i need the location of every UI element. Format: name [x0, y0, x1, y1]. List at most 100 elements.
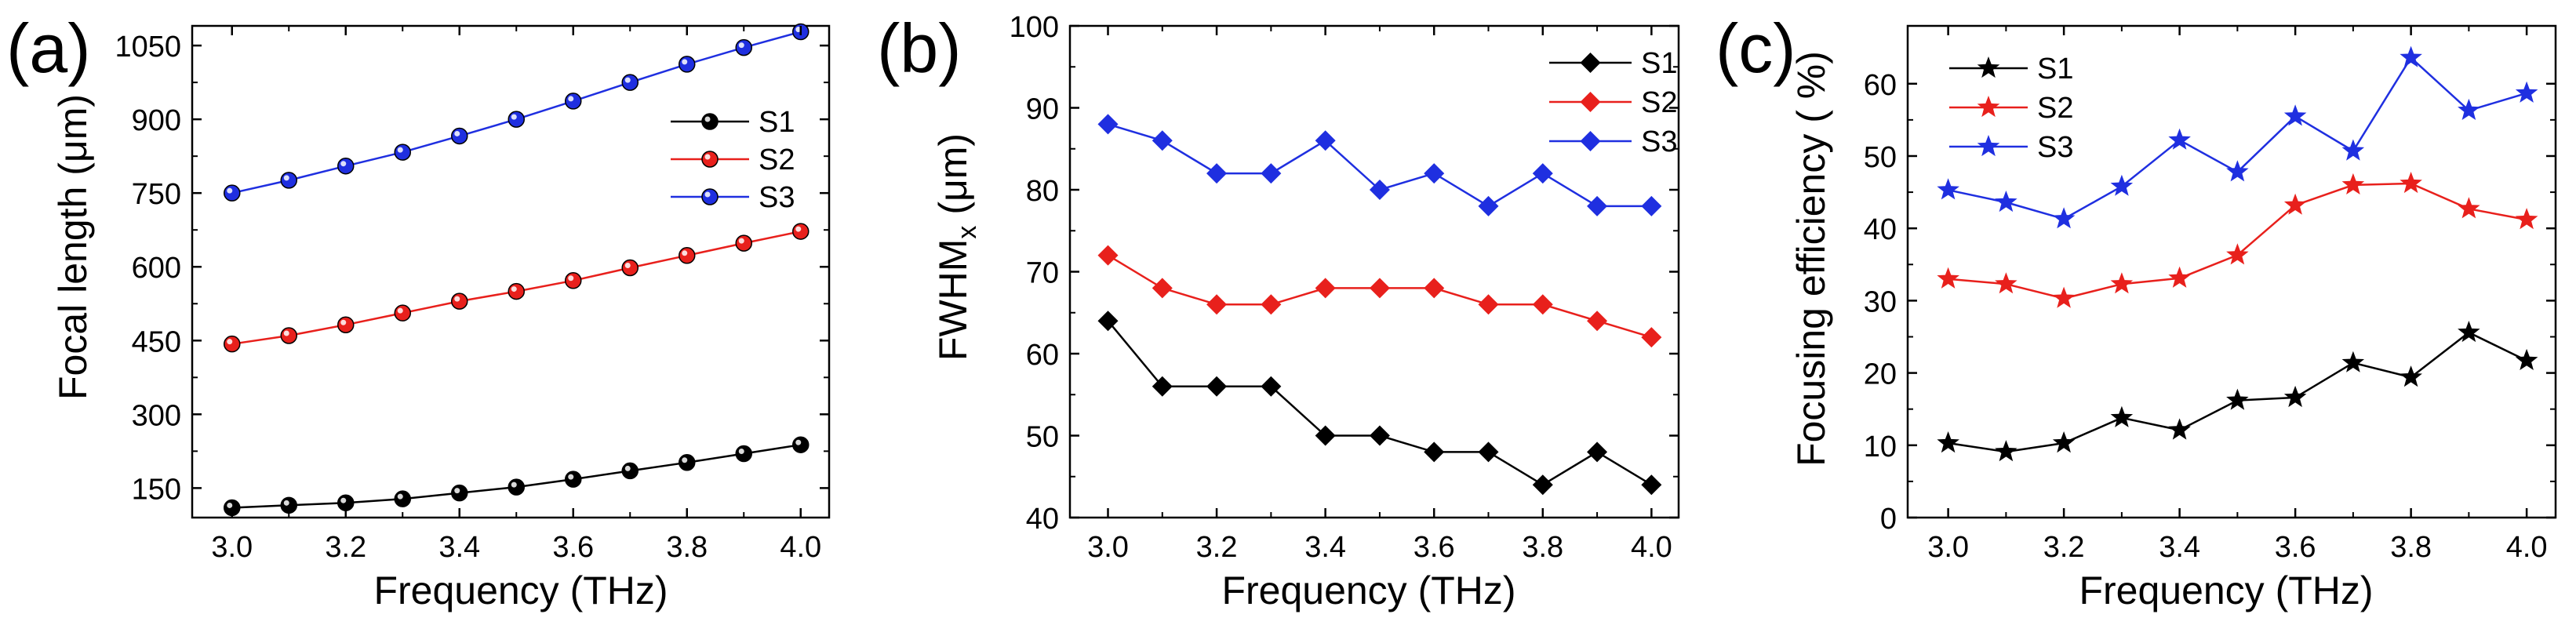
panel-c-legend: S1 S2 S3 [1949, 53, 2073, 164]
panel-a-series-s3-point [621, 74, 639, 91]
panel-b-series-s3-point [1315, 130, 1336, 151]
panel-a-series-s1-point [565, 471, 582, 488]
panel-c-series-s2-point [2052, 286, 2076, 308]
panel-b-series-s3-point [1478, 195, 1499, 216]
panel-b-series-s1-point [1478, 441, 1499, 463]
panel-a-series-s3-point [451, 127, 468, 145]
panel-a-x-ticks: 3.0 3.2 3.4 3.6 3.8 4.0 [211, 26, 821, 564]
panel-a-series-s3-point [565, 93, 582, 110]
panel-a-series-s2-point [735, 234, 752, 252]
panel-a-x-tick-label: 3.0 [211, 531, 253, 564]
panel-c-x-axis-label: Frequency (THz) [2079, 569, 2373, 612]
panel-b-y-tick-label: 60 [1026, 339, 1059, 372]
panel-a-series-s2-point [394, 304, 411, 322]
panel-b-series-s2-point [1315, 278, 1336, 299]
panel-b-x-tick-label: 3.4 [1304, 531, 1346, 564]
panel-a-y-tick-label: 150 [132, 473, 181, 506]
panel-a-series-s2-point [280, 327, 297, 344]
panel-a-legend-s1-label: S1 [759, 106, 795, 139]
panel-b-series-s3-point [1097, 114, 1119, 135]
panel-c-y-tick-label: 0 [1880, 503, 1897, 536]
panel-c-series-s3-point [2226, 160, 2249, 182]
panel-b-x-tick-label: 3.2 [1196, 531, 1238, 564]
panel-c-legend-s1-label: S1 [2037, 53, 2073, 85]
panel-b-x-ticks: 3.0 3.2 3.4 3.6 3.8 4.0 [1087, 26, 1672, 564]
panel-a-series-s1-point [508, 478, 525, 496]
panel-c-x-tick-label: 3.8 [2390, 531, 2432, 564]
panel-b-legend-s3-label: S3 [1641, 125, 1677, 158]
panel-c-y-tick-label: 10 [1864, 431, 1897, 463]
panel-a-series-s2-point [451, 293, 468, 310]
panel-c-series-s1-point [2052, 431, 2076, 453]
panel-c-y-axis-label: Focusing efficiency ( %) [1789, 51, 1833, 467]
panel-a-series-s2-point [679, 247, 696, 264]
panel-c-series-s1-point [2226, 388, 2249, 410]
panel-a-x-tick-label: 3.6 [552, 531, 594, 564]
panel-c-series-s1-point [2458, 321, 2480, 343]
panel-b-series-s1-point [1532, 474, 1553, 496]
panel-b-x-axis-label: Frequency (THz) [1221, 569, 1515, 612]
panel-b-series-s1-point [1587, 441, 1608, 463]
panel-a-y-ticks: 150 300 450 600 750 900 1050 [115, 31, 829, 506]
panel-b-series-s1-point [1097, 311, 1119, 332]
panel-c-legend-s3-marker [1977, 135, 2000, 157]
panel-c-x-ticks: 3.0 3.2 3.4 3.6 3.8 4.0 [1927, 26, 2548, 564]
panel-b-y-axis-label-subscript: x [952, 226, 982, 239]
panel-a-y-tick-label: 900 [132, 104, 181, 137]
panel-b-series-s2-point [1587, 311, 1608, 332]
panel-c-series-s1-point [2168, 418, 2191, 440]
panel-a-series-s2-point [621, 259, 639, 277]
panel-c-series-s1-point [1937, 431, 1959, 453]
panel-c-legend-s2-marker [1977, 96, 2000, 118]
panel-b-plot [1068, 24, 1680, 519]
panel-a-series-s2-point [337, 316, 355, 333]
panel-a-plot [191, 23, 831, 519]
panel-a-series-s1-point [792, 436, 810, 453]
panel-a-series-s1-point [679, 454, 696, 471]
panel-c-series-s2-point [2341, 173, 2365, 194]
panel-a-series-s1-point [621, 462, 639, 480]
panel-b-y-tick-label: 50 [1026, 421, 1059, 454]
panel-c-series-s2-point [2400, 172, 2422, 194]
panel-a-series-s3-point [224, 184, 241, 202]
panel-a-series-s2-point [565, 272, 582, 289]
panel-b-series-s2-point [1424, 278, 1445, 299]
panel-a-series-s1-point [280, 496, 297, 514]
panel-b-series-s3-point [1261, 163, 1282, 184]
panel-c-series-s2-point [2283, 193, 2307, 215]
panel-a-series-s2-point [508, 282, 525, 300]
panel-a-y-tick-label: 1050 [115, 31, 181, 64]
panel-c-series-s2-point [2226, 243, 2249, 265]
panel-b-series-s2-point [1641, 327, 1662, 348]
panel-c-series-s3-point [2052, 207, 2076, 229]
panel-b-y-tick-label: 80 [1026, 175, 1059, 208]
panel-b-series-s2-point [1478, 294, 1499, 315]
panel-a-legend-s3-label: S3 [759, 181, 795, 214]
panel-c-series-s3-point [2515, 81, 2538, 103]
panel-c-series-s3-point [2341, 139, 2365, 161]
panel-a-series-s1-point [735, 445, 752, 463]
panel-a-y-tick-label: 600 [132, 252, 181, 285]
panel-c-y-tick-label: 50 [1864, 141, 1897, 174]
panel-b-x-tick-label: 3.6 [1414, 531, 1455, 564]
panel-b-series-s3-point [1641, 195, 1662, 216]
panel-b-y-tick-label: 100 [1010, 11, 1059, 44]
panel-c-y-tick-label: 60 [1864, 69, 1897, 102]
panel-c-legend-s3-label: S3 [2037, 131, 2073, 164]
panel-c-series-s2-point [2458, 197, 2480, 219]
panel-c-x-tick-label: 3.4 [2159, 531, 2200, 564]
panel-b-series-s2-point [1532, 294, 1553, 315]
panel-c-plot [1906, 24, 2557, 519]
panel-a-legend-s2-label: S2 [759, 144, 795, 176]
panel-a-series-s2-point [224, 335, 241, 353]
panel-c-series-s1-point [2515, 348, 2538, 370]
panel-b-series-s2-point [1369, 278, 1390, 299]
panel-c-x-tick-label: 3.0 [1927, 531, 1969, 564]
panel-b-legend-s3-marker [1580, 131, 1601, 151]
panel-b-series-s2-point [1261, 294, 1282, 315]
panel-b-series-s3-point [1206, 163, 1228, 184]
panel-a-y-tick-label: 750 [132, 178, 181, 211]
panel-b-y-axis-label-unit: (μm) [931, 133, 975, 226]
panel-a-series-s1-point [451, 484, 468, 502]
